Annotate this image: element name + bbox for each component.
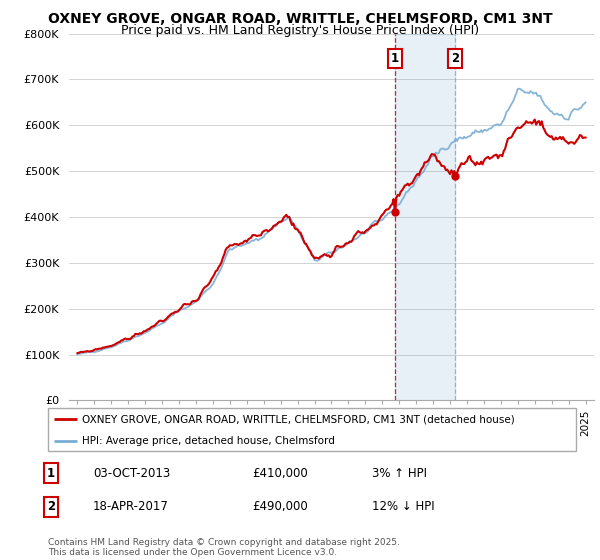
Text: OXNEY GROVE, ONGAR ROAD, WRITTLE, CHELMSFORD, CM1 3NT: OXNEY GROVE, ONGAR ROAD, WRITTLE, CHELMS…	[47, 12, 553, 26]
Text: £410,000: £410,000	[252, 466, 308, 480]
Text: £490,000: £490,000	[252, 500, 308, 514]
Text: 12% ↓ HPI: 12% ↓ HPI	[372, 500, 434, 514]
Text: 2: 2	[451, 52, 459, 66]
Text: Contains HM Land Registry data © Crown copyright and database right 2025.
This d: Contains HM Land Registry data © Crown c…	[48, 538, 400, 557]
Text: Price paid vs. HM Land Registry's House Price Index (HPI): Price paid vs. HM Land Registry's House …	[121, 24, 479, 36]
Text: 2: 2	[47, 500, 55, 514]
Text: HPI: Average price, detached house, Chelmsford: HPI: Average price, detached house, Chel…	[82, 436, 335, 446]
Text: 18-APR-2017: 18-APR-2017	[93, 500, 169, 514]
Text: 03-OCT-2013: 03-OCT-2013	[93, 466, 170, 480]
Bar	[395, 34, 455, 400]
Text: 1: 1	[391, 52, 399, 66]
Text: 1: 1	[47, 466, 55, 480]
Text: 3% ↑ HPI: 3% ↑ HPI	[372, 466, 427, 480]
Text: OXNEY GROVE, ONGAR ROAD, WRITTLE, CHELMSFORD, CM1 3NT (detached house): OXNEY GROVE, ONGAR ROAD, WRITTLE, CHELMS…	[82, 414, 515, 424]
